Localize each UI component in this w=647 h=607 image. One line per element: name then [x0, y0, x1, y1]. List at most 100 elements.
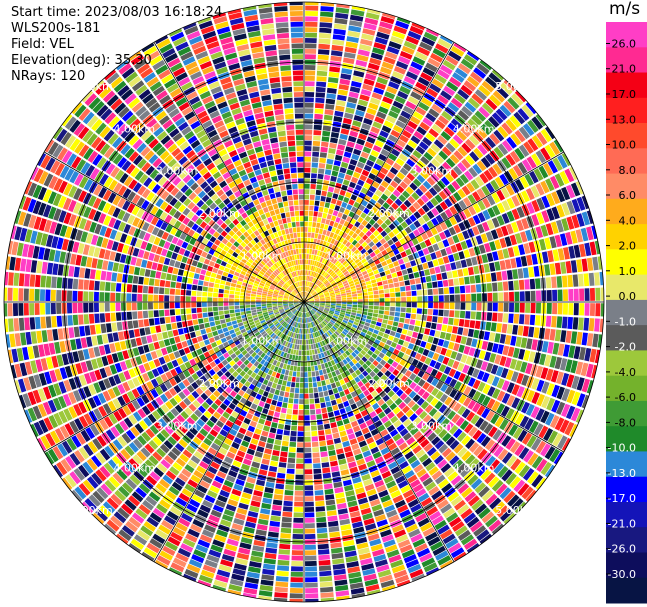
- velocity-gate: [360, 445, 370, 453]
- velocity-gate: [345, 555, 358, 563]
- velocity-gate: [245, 302, 251, 305]
- velocity-gate: [379, 341, 386, 348]
- velocity-gate: [112, 332, 119, 342]
- velocity-gate: [114, 102, 127, 115]
- velocity-gate: [95, 270, 102, 280]
- velocity-gate: [425, 366, 434, 375]
- velocity-gate: [592, 333, 599, 348]
- velocity-gate: [464, 491, 477, 503]
- velocity-gate: [167, 330, 174, 338]
- velocity-gate: [312, 354, 316, 360]
- velocity-gate: [284, 307, 289, 310]
- velocity-gate: [202, 312, 208, 318]
- velocity-gate: [502, 345, 510, 356]
- velocity-gate: [265, 374, 271, 381]
- velocity-gate: [287, 195, 293, 201]
- velocity-gate: [199, 323, 205, 330]
- velocity-gate: [292, 189, 298, 195]
- velocity-gate: [328, 450, 336, 456]
- velocity-gate: [223, 306, 229, 311]
- velocity-gate: [257, 287, 263, 291]
- velocity-gate: [155, 271, 162, 279]
- velocity-gate: [208, 369, 216, 376]
- velocity-gate: [240, 397, 247, 405]
- velocity-gate: [35, 359, 43, 373]
- velocity-gate: [118, 62, 132, 75]
- velocity-gate: [192, 436, 202, 446]
- velocity-gate: [226, 277, 232, 283]
- velocity-gate: [236, 255, 243, 261]
- velocity-gate: [509, 358, 517, 370]
- velocity-gate: [336, 595, 350, 601]
- velocity-gate: [234, 340, 241, 346]
- velocity-gate: [561, 403, 571, 418]
- velocity-gate: [117, 408, 127, 419]
- velocity-gate: [113, 511, 127, 524]
- velocity-gate: [202, 263, 209, 270]
- velocity-gate: [297, 361, 301, 367]
- velocity-gate: [165, 316, 171, 324]
- velocity-gate: [279, 413, 286, 419]
- velocity-gate: [131, 205, 140, 216]
- velocity-gate: [143, 521, 156, 532]
- velocity-gate: [218, 148, 228, 157]
- velocity-gate: [369, 363, 376, 370]
- velocity-gate: [518, 464, 530, 478]
- velocity-gate: [462, 364, 470, 374]
- velocity-gate: [321, 380, 326, 386]
- velocity-gate: [536, 379, 545, 392]
- velocity-gate: [323, 309, 329, 313]
- velocity-gate: [317, 424, 324, 431]
- velocity-gate: [256, 333, 262, 339]
- velocity-gate: [262, 332, 268, 338]
- velocity-gate: [57, 443, 68, 457]
- velocity-gate: [407, 563, 422, 574]
- velocity-gate: [281, 229, 286, 236]
- velocity-gate: [248, 201, 255, 209]
- velocity-gate: [119, 340, 127, 350]
- velocity-gate: [304, 409, 310, 415]
- velocity-gate: [305, 323, 307, 329]
- velocity-gate: [473, 525, 487, 537]
- velocity-gate: [37, 388, 47, 402]
- velocity-gate: [248, 395, 255, 403]
- velocity-gate: [345, 405, 352, 413]
- velocity-gate: [486, 342, 494, 352]
- velocity-gate: [511, 498, 524, 511]
- velocity-gate: [297, 237, 301, 243]
- velocity-gate: [133, 154, 143, 166]
- velocity-gate: [220, 36, 234, 45]
- velocity-gate: [260, 338, 266, 344]
- velocity-gate: [115, 292, 121, 302]
- velocity-gate: [106, 497, 119, 510]
- velocity-gate: [210, 461, 220, 470]
- velocity-gate: [252, 345, 258, 351]
- velocity-gate: [279, 456, 287, 463]
- velocity-gate: [57, 147, 68, 161]
- velocity-gate: [228, 402, 236, 410]
- velocity-gate: [187, 66, 200, 76]
- velocity-gate: [149, 538, 163, 549]
- velocity-gate: [59, 251, 67, 263]
- velocity-gate: [594, 318, 600, 332]
- velocity-gate: [211, 341, 218, 348]
- velocity-gate: [367, 312, 373, 317]
- velocity-gate: [315, 370, 320, 376]
- velocity-gate: [196, 335, 203, 342]
- velocity-gate: [210, 51, 223, 60]
- velocity-gate: [193, 254, 201, 261]
- velocity-gate: [499, 418, 509, 431]
- velocity-gate: [40, 358, 49, 371]
- velocity-gate: [212, 12, 226, 20]
- velocity-gate: [184, 361, 192, 369]
- velocity-gate: [220, 366, 228, 374]
- velocity-gate: [43, 204, 52, 218]
- velocity-gate: [231, 198, 239, 206]
- velocity-gate: [97, 200, 107, 212]
- velocity-gate: [179, 194, 188, 203]
- velocity-gate: [304, 485, 314, 491]
- velocity-gate: [261, 167, 269, 174]
- velocity-gate: [400, 384, 409, 392]
- velocity-gate: [250, 372, 257, 379]
- velocity-gate: [62, 114, 73, 127]
